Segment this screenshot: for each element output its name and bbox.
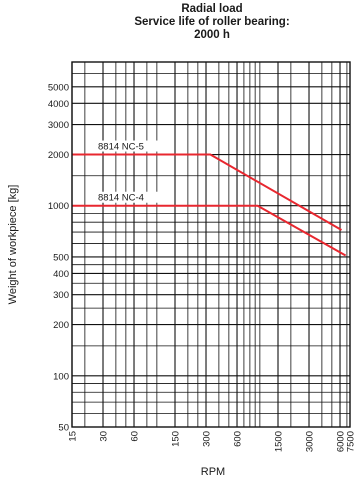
y-tick-label: 5000: [48, 82, 69, 93]
y-axis-label: Weight of workpiece [kg]: [7, 185, 19, 305]
y-tick-labels: 50 100 200 300 400 500 1000 2000 3000 4000 5000: [48, 82, 69, 433]
y-tick-label: 500: [53, 252, 69, 263]
x-tick-label: 60: [130, 431, 141, 442]
x-tick-label: 15: [68, 431, 79, 442]
chart-title: Radial load Service life of roller beari…: [70, 3, 354, 42]
chart-title-line-1: Radial load: [181, 3, 243, 15]
x-axis-label: RPM: [201, 466, 225, 478]
plot-frame: [71, 61, 351, 428]
x-tick-label: 30: [99, 431, 110, 442]
series-label-bg: [96, 191, 166, 203]
y-tick-label: 300: [53, 290, 69, 301]
y-tick-label: 3000: [48, 120, 69, 131]
y-tick-label: 400: [53, 269, 69, 280]
x-tick-label: 1500: [274, 431, 285, 452]
x-tick-label: 600: [233, 431, 244, 447]
x-tick-label: 150: [171, 431, 182, 447]
y-tick-label: 100: [53, 371, 69, 382]
x-tick-label: 3000: [305, 431, 316, 452]
y-tick-label: 200: [53, 320, 69, 331]
series-line-2: [72, 204, 347, 257]
y-tick-label: 1000: [48, 201, 69, 212]
chart-title-line-3: 2000 h: [194, 29, 230, 41]
series-layer: 8814 NC-5 8814 NC-4: [72, 140, 347, 257]
series-label-1: 8814 NC-5: [98, 142, 144, 153]
chart-title-line-2: Service life of roller bearing:: [134, 16, 290, 28]
x-tick-label: 7500: [346, 431, 354, 452]
y-tick-label: 2000: [48, 150, 69, 161]
y-tick-label: 50: [58, 423, 69, 434]
x-tick-label: 300: [202, 431, 213, 447]
series-line-1: [72, 153, 342, 231]
series-label-2: 8814 NC-4: [98, 193, 144, 204]
grid-lines: [71, 61, 350, 428]
x-tick-label: 6000: [336, 431, 347, 452]
y-tick-label: 4000: [48, 99, 69, 110]
series-label-bg: [96, 140, 166, 152]
